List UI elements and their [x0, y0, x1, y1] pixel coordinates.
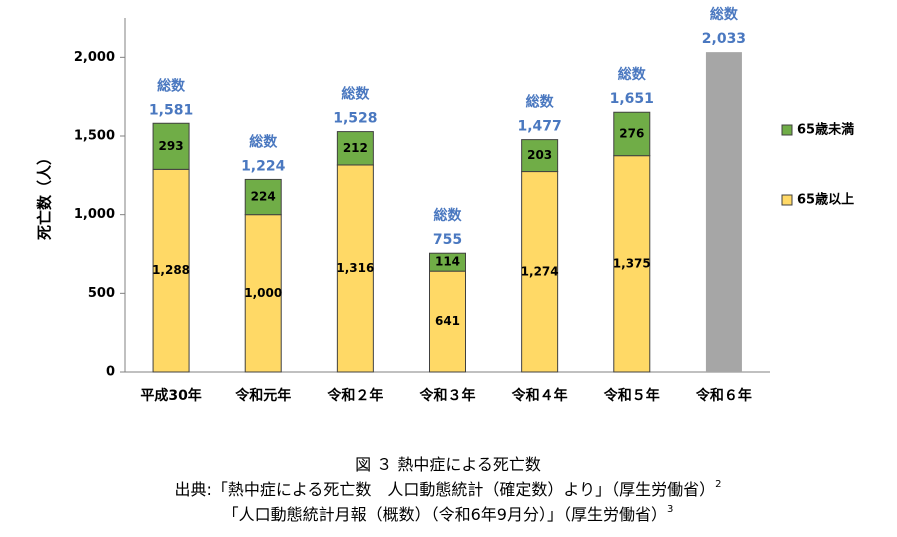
caption-sup: 2 — [715, 479, 721, 490]
y-tick-label: 1,500 — [74, 129, 115, 144]
caption: 「人口動態統計月報（概数）（令和6年9月分）」（厚生労働省）3 — [223, 504, 674, 524]
total-label: 総数 — [434, 207, 463, 224]
data-label: 224 — [251, 190, 276, 204]
total-value: 1,651 — [610, 91, 654, 107]
legend-swatch — [781, 124, 793, 136]
total-value: 1,224 — [241, 158, 286, 174]
data-label: 212 — [343, 141, 368, 155]
bar-segment — [429, 270, 466, 373]
y-tick-label: 2,000 — [74, 50, 115, 65]
total-label: 総数 — [526, 94, 555, 111]
data-label: 276 — [619, 126, 644, 140]
total-label: 総数 — [249, 133, 278, 150]
bar-segment — [521, 139, 559, 173]
data-label: 641 — [435, 314, 460, 328]
data-label: 114 — [435, 255, 460, 269]
total-label: 総数 — [710, 6, 739, 23]
y-tick-label: 500 — [88, 286, 115, 301]
x-tick-label: 令和２年 — [326, 387, 383, 404]
bar-segment — [336, 131, 374, 166]
data-label: 203 — [527, 148, 552, 162]
legend-swatch — [781, 194, 793, 206]
bar-segment — [336, 164, 374, 373]
y-axis-label: 死亡数（人） — [36, 150, 54, 240]
caption: 図 ３ 熱中症による死亡数 — [355, 455, 541, 474]
legend-label: 65歳以上 — [797, 192, 854, 208]
caption: 出典:「熱中症による死亡数 人口動態統計（確定数）より」（厚生労働省）2 — [175, 479, 722, 499]
x-tick-label: 令和元年 — [234, 387, 291, 404]
data-label: 1,000 — [244, 286, 282, 300]
bar-segment — [244, 214, 282, 373]
bar-segment — [244, 178, 282, 216]
legend-label: 65歳未満 — [797, 122, 854, 138]
bar-segment — [152, 168, 190, 373]
caption-text: 「人口動態統計月報（概数）（令和6年9月分）」（厚生労働省） — [223, 505, 667, 524]
bar-segment — [613, 155, 651, 373]
data-label: 1,288 — [152, 263, 190, 277]
x-tick-label: 令和３年 — [419, 387, 476, 404]
total-value: 1,528 — [333, 111, 377, 127]
total-bar — [705, 52, 742, 373]
x-tick-label: 平成30年 — [140, 387, 201, 404]
total-label: 総数 — [341, 86, 370, 103]
caption-text: 図 ３ 熱中症による死亡数 — [355, 455, 541, 474]
data-label: 1,375 — [613, 256, 651, 270]
total-value: 755 — [433, 232, 462, 248]
bar-segment — [152, 122, 190, 170]
total-label: 総数 — [157, 77, 186, 94]
total-label: 総数 — [618, 66, 647, 83]
total-value: 1,477 — [517, 119, 561, 135]
total-value: 2,033 — [702, 31, 746, 47]
bar-segment — [613, 111, 651, 157]
x-tick-label: 令和６年 — [695, 387, 752, 404]
bar-segment — [521, 171, 559, 373]
caption-sup: 3 — [667, 504, 673, 515]
total-value: 1,581 — [149, 102, 193, 118]
data-label: 1,316 — [336, 261, 374, 275]
data-label: 1,274 — [521, 264, 559, 278]
y-tick-label: 1,000 — [74, 207, 115, 222]
caption-text: 出典:「熱中症による死亡数 人口動態統計（確定数）より」（厚生労働省） — [175, 480, 716, 499]
bar-segment — [429, 252, 466, 272]
y-tick-label: 0 — [106, 365, 115, 380]
x-tick-label: 令和５年 — [603, 387, 660, 404]
data-label: 293 — [159, 139, 184, 153]
x-tick-label: 令和４年 — [511, 387, 568, 404]
